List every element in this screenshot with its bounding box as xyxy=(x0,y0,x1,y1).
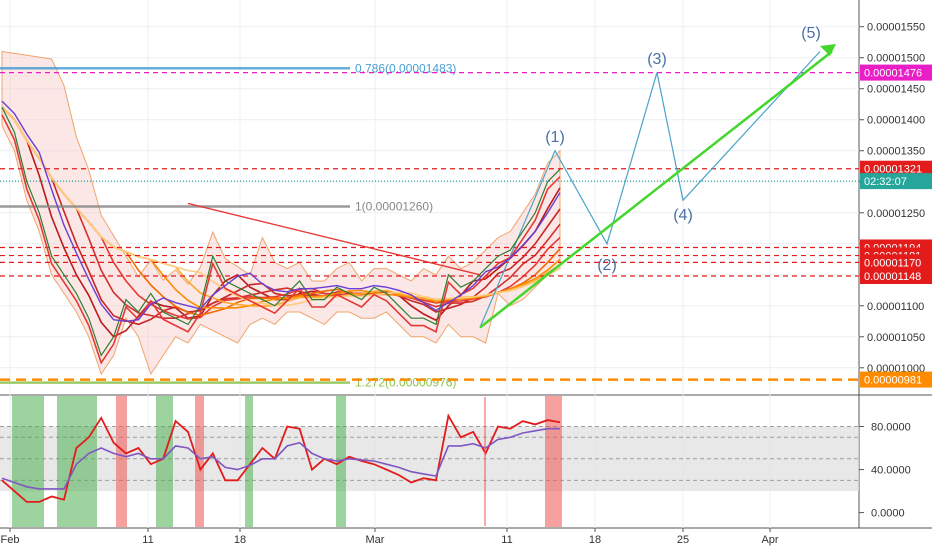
x-tick-label: 25 xyxy=(677,534,689,546)
price-level-tag: 0.00001148 xyxy=(860,268,932,285)
fib-level-label: 1(0.00001260) xyxy=(355,200,433,214)
y-tick-label: 0.00001500 xyxy=(867,53,925,65)
axes: 0.00001550 0.00001500 0.00001450 0.00001400… xyxy=(1,22,926,546)
wave-label: (2) xyxy=(597,257,617,274)
price-series xyxy=(1,100,561,365)
x-tick-label: Apr xyxy=(761,534,778,546)
price-level-tag-text: 0.00001476 xyxy=(864,68,922,80)
oscillator-line-0 xyxy=(1,413,561,503)
x-tick-label: Feb xyxy=(1,534,20,546)
price-level-tag-bg xyxy=(860,371,932,388)
price-level-tag: 0.00001321 xyxy=(860,160,932,177)
fib-level-label: 0.786(0.00001483) xyxy=(355,61,456,75)
price-level-tag-text: 0.00001170 xyxy=(864,257,921,269)
oscillator-zone-5 xyxy=(245,396,253,527)
wave-label: (4) xyxy=(673,207,693,224)
price-low-line xyxy=(1,114,561,365)
x-tick-label: Mar xyxy=(366,534,385,546)
price-level-tag-text: 0.00000981 xyxy=(864,375,922,387)
wave-label: (1) xyxy=(545,129,565,146)
price-level-labels: 0.000014760.0000132102:32:070.000011940.… xyxy=(860,64,932,388)
price-level-tag-bg xyxy=(860,64,932,81)
trend-line xyxy=(187,202,481,276)
oscillator-zone-3 xyxy=(156,396,173,527)
y-tick-label: 0.00001450 xyxy=(867,84,925,96)
oscillator-zone-4 xyxy=(195,396,204,527)
osc-tick-label: 80.0000 xyxy=(871,422,911,434)
moving-average-line-7 xyxy=(1,106,561,307)
fib-level-label: 1.272(0.00000976) xyxy=(355,376,456,390)
price-level-tag: 0.00001476 xyxy=(860,64,932,81)
price-level-tag-bg xyxy=(860,173,932,190)
price-level-tag: 0.00000981 xyxy=(860,371,932,388)
y-tick-label: 0.00001250 xyxy=(867,208,925,220)
price-level-tag: 02:32:07 xyxy=(860,173,932,190)
oscillator-zone-2 xyxy=(116,396,127,527)
price-level-tag: 0.00001170 xyxy=(860,254,932,271)
drawings: 0.786(0.00001483) 1(0.00001260) 1.272(0.00… xyxy=(0,25,859,390)
price-level-tag-bg xyxy=(860,268,932,285)
moving-average-line-2 xyxy=(1,106,561,320)
wave-label: (5) xyxy=(801,25,821,42)
y-tick-label: 0.00001050 xyxy=(867,332,925,344)
conversion-line xyxy=(1,100,561,323)
y-tick-label: 0.00001550 xyxy=(867,22,925,34)
oscillator-zone-1 xyxy=(57,396,97,527)
price-level-tag-text: 0.00001148 xyxy=(864,271,921,283)
y-tick-label: 0.00001400 xyxy=(867,115,925,127)
oscillator-pane xyxy=(0,396,859,527)
x-tick-label: 11 xyxy=(142,534,153,546)
oscillator-zone-7 xyxy=(545,396,562,527)
price-close-line xyxy=(1,107,561,357)
price-level-tag-bg xyxy=(860,254,932,271)
elliott-wave-path xyxy=(479,51,821,328)
x-tick-label: 18 xyxy=(234,534,246,546)
y-tick-label: 0.00001100 xyxy=(867,301,924,313)
osc-tick-label: 0.0000 xyxy=(871,508,905,520)
price-level-tag-bg xyxy=(860,160,932,177)
y-tick-label: 0.00001350 xyxy=(867,146,925,158)
oscillator-line-1 xyxy=(1,427,560,490)
price-level-tag-text: 0.00001321 xyxy=(864,164,922,176)
wave-label: (3) xyxy=(647,51,667,68)
price-level-tag-text: 02:32:07 xyxy=(864,176,907,188)
osc-tick-label: 40.0000 xyxy=(871,465,911,477)
x-tick-label: 18 xyxy=(589,534,601,546)
oscillator-zone-0 xyxy=(12,396,44,527)
projection-arrow-head xyxy=(820,44,836,56)
projection-arrow-line xyxy=(479,50,833,329)
x-tick-label: 11 xyxy=(501,534,512,546)
